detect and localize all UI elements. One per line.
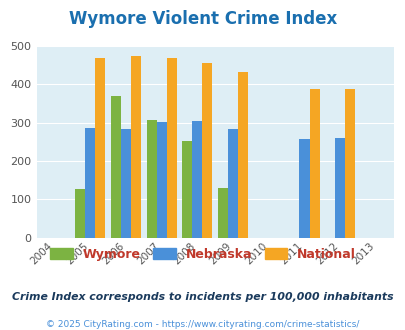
Bar xyxy=(309,89,319,238)
Bar xyxy=(344,89,354,238)
Bar xyxy=(237,72,247,238)
Bar xyxy=(202,63,212,238)
Bar xyxy=(85,128,95,238)
Bar xyxy=(121,129,130,238)
Bar xyxy=(217,188,228,238)
Text: Crime Index corresponds to incidents per 100,000 inhabitants: Crime Index corresponds to incidents per… xyxy=(12,292,393,302)
Bar xyxy=(75,189,85,238)
Bar xyxy=(95,58,105,238)
Legend: Wymore, Nebraska, National: Wymore, Nebraska, National xyxy=(45,243,360,266)
Bar xyxy=(182,141,192,238)
Bar xyxy=(146,120,156,238)
Bar xyxy=(130,56,141,238)
Bar xyxy=(228,129,237,238)
Text: Wymore Violent Crime Index: Wymore Violent Crime Index xyxy=(69,10,336,28)
Text: © 2025 CityRating.com - https://www.cityrating.com/crime-statistics/: © 2025 CityRating.com - https://www.city… xyxy=(46,320,359,329)
Bar xyxy=(192,121,202,238)
Bar xyxy=(335,138,344,238)
Bar xyxy=(156,122,166,238)
Bar xyxy=(166,58,176,238)
Bar xyxy=(111,96,121,238)
Bar xyxy=(299,139,309,238)
